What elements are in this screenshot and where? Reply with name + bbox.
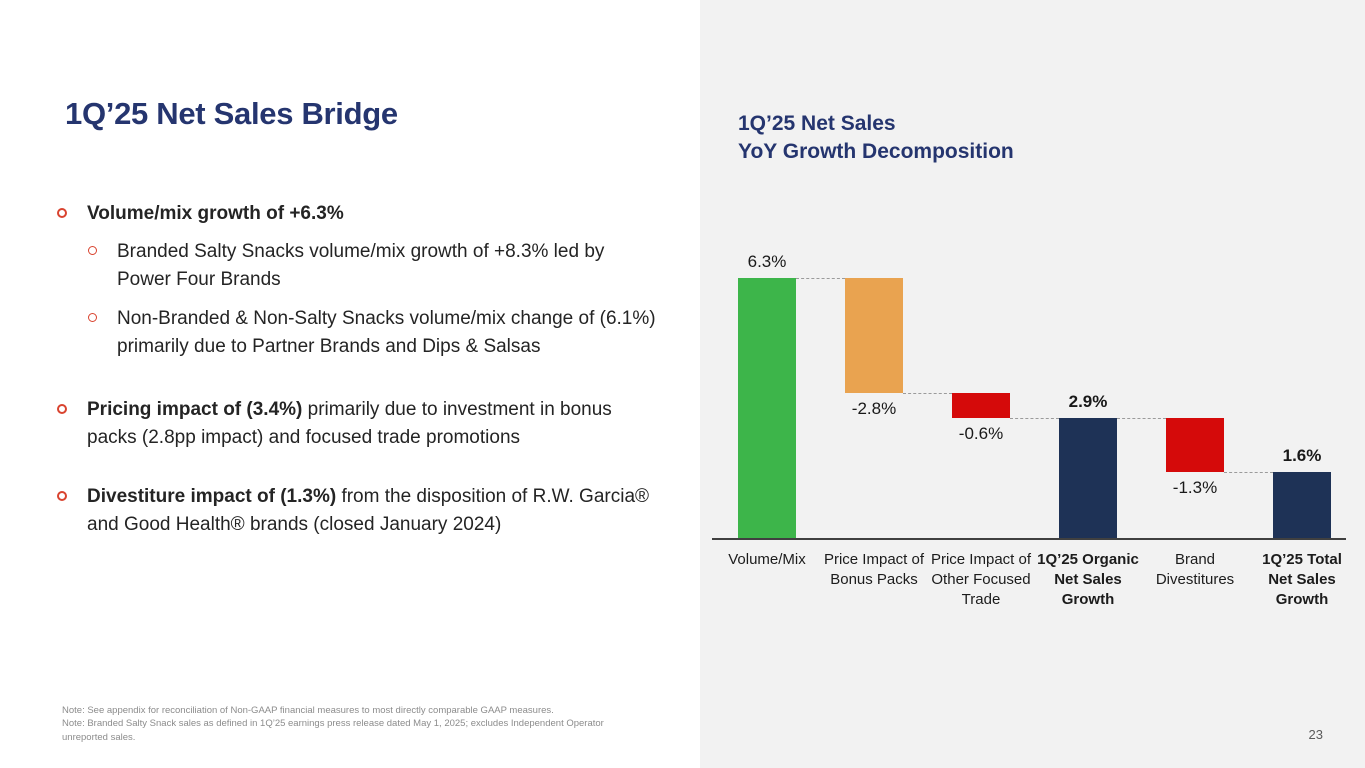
data-label-3: 2.9% [1068,392,1108,412]
waterfall-chart: 6.3% Volume/Mix -2.8% Price Impact of Bonus… [712,248,1360,668]
data-label-4: -1.3% [1172,477,1218,497]
bullet-marker [88,312,97,322]
footnote-2: Note: Branded Salty Snack sales as defin… [62,718,604,743]
chart-panel: 1Q’25 Net Sales YoY Growth Decomposition… [700,0,1365,768]
bullet-marker [57,490,67,501]
bullet-item-4: Divestiture impact of (1.3%) from the di… [57,483,657,540]
category-label-4: Brand Divestitures [1155,551,1235,588]
page-title: 1Q’25 Net Sales Bridge [65,96,398,131]
left-content: 1Q’25 Net Sales Bridge Volume/mix growth… [57,96,657,744]
bullet-item-0: Volume/mix growth of +6.3% [57,200,657,229]
category-label-3: 1Q’25 Organic Net Sales Growth [1037,551,1139,608]
data-label-0: 6.3% [747,251,787,271]
data-label-5: 1.6% [1282,445,1322,465]
footnote-1: Note: See appendix for reconciliation of… [62,705,554,716]
bullet-marker [57,208,67,218]
bullet-text: Pricing impact of (3.4%) primarily due t… [87,398,612,449]
connector-line-2 [1010,418,1059,420]
bullet-item-1: Branded Salty Snacks volume/mix growth o… [88,238,657,295]
category-label-1: Price Impact of Bonus Packs [823,551,925,588]
bullet-text: Divestiture impact of (1.3%) from the di… [87,485,650,536]
chart-title: 1Q’25 Net Sales YoY Growth Decomposition [738,110,1014,166]
bar-1 [845,277,903,394]
connector-line-4 [1224,471,1273,473]
bullet-marker [88,245,97,255]
category-label-0: Volume/Mix [728,551,806,568]
connector-line-3 [1117,418,1166,420]
data-label-1: -2.8% [851,399,897,419]
bullet-item-2: Non-Branded & Non-Salty Snacks volume/mi… [88,305,657,362]
bullet-text: Non-Branded & Non-Salty Snacks volume/mi… [117,307,656,358]
bullet-item-3: Pricing impact of (3.4%) primarily due t… [57,396,657,453]
bullet-text: Branded Salty Snacks volume/mix growth o… [117,240,605,291]
page-number: 23 [1308,727,1323,742]
connector-line-1 [903,393,952,395]
bullet-list: Volume/mix growth of +6.3% Branded Salty … [57,200,657,540]
bullet-text: Volume/mix growth of +6.3% [87,203,344,224]
bar-5 [1273,471,1331,538]
category-label-2: Price Impact of Other Focused Trade [930,551,1032,608]
bullet-marker [57,403,67,414]
category-label-5: 1Q’25 Total Net Sales Growth [1262,551,1342,608]
footnotes: Note: See appendix for reconciliation of… [62,704,650,744]
x-axis-line [712,538,1346,540]
bar-4 [1166,418,1224,472]
bar-2 [952,393,1010,419]
bar-3 [1059,418,1117,538]
bar-0 [738,277,796,538]
chart-title-line2: YoY Growth Decomposition [738,140,1014,164]
connector-line-0 [796,277,845,279]
data-label-2: -0.6% [958,424,1004,444]
chart-title-line1: 1Q’25 Net Sales [738,112,896,135]
